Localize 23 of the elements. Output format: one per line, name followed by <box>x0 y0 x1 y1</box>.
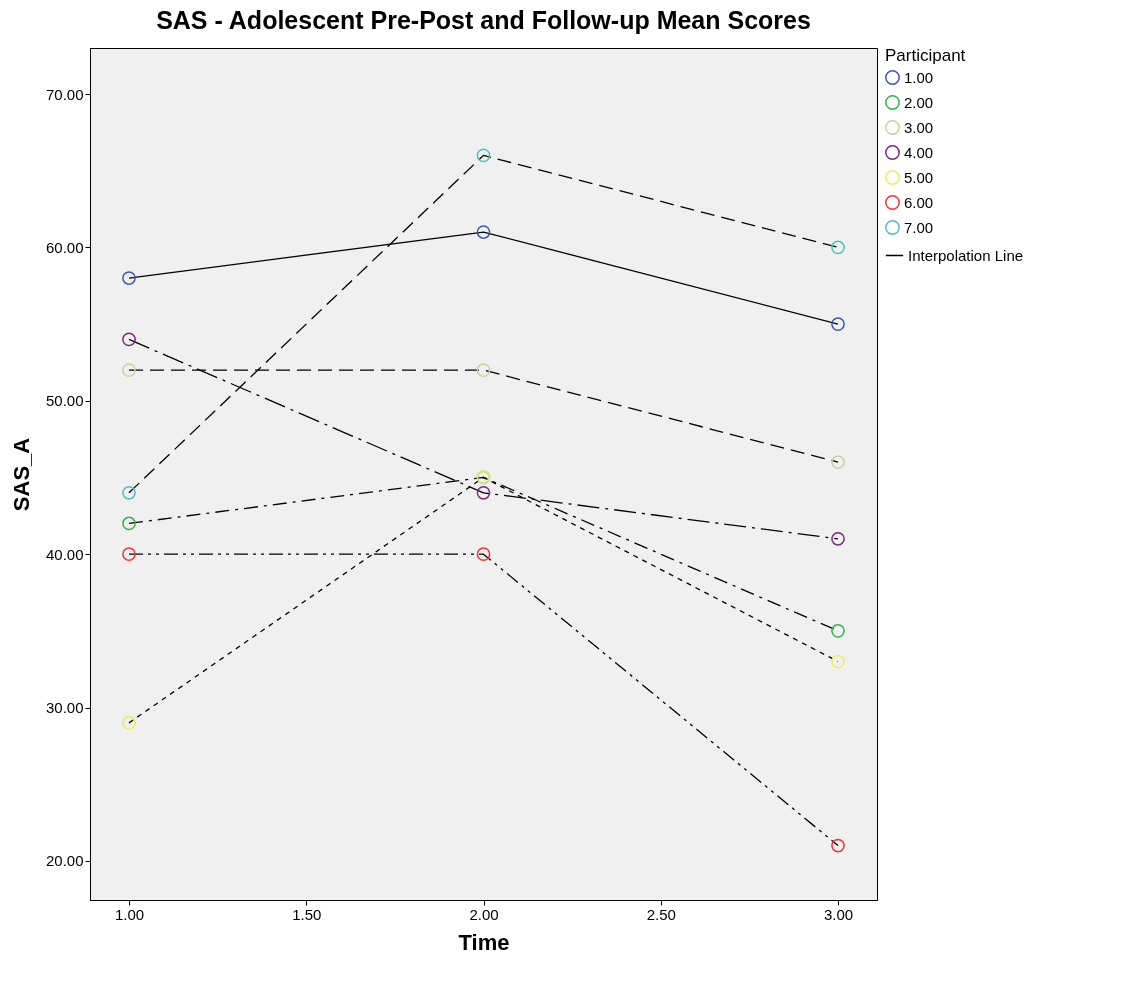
x-axis-title: Time <box>458 929 510 955</box>
y-tick-label: 50.00 <box>45 392 84 410</box>
legend-label: 4.00 <box>904 143 934 161</box>
y-tick-label: 60.00 <box>45 238 84 256</box>
y-axis-title: SAS_A <box>8 437 34 512</box>
legend-label: 2.00 <box>904 93 934 111</box>
text: Interpolation Line <box>908 246 1024 264</box>
y-tick-label: 20.00 <box>45 852 84 870</box>
legend-label: 1.00 <box>904 68 934 86</box>
x-tick-label: 1.50 <box>292 905 322 923</box>
legend-title: Participant <box>885 46 966 65</box>
y-tick-label: 70.00 <box>45 85 84 103</box>
x-tick-label: 2.50 <box>646 905 676 923</box>
x-tick-label: 2.00 <box>469 905 499 923</box>
legend-label: 3.00 <box>904 118 934 136</box>
y-tick-label: 40.00 <box>45 545 84 563</box>
legend-label: 7.00 <box>904 218 934 236</box>
legend-label: 5.00 <box>904 168 934 186</box>
x-tick-label: 1.00 <box>114 905 145 923</box>
legend-label: 6.00 <box>904 193 934 211</box>
y-tick-label: 30.00 <box>45 699 84 717</box>
chart-title: SAS - Adolescent Pre-Post and Follow-up Mean Scores <box>156 5 811 34</box>
x-tick-label: 3.00 <box>823 905 854 923</box>
